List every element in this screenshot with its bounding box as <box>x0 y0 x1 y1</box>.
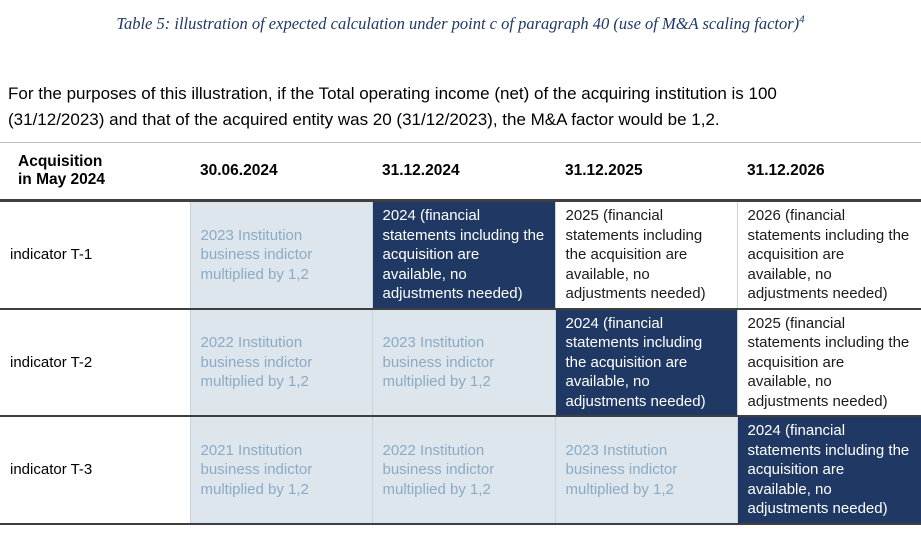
table-row: indicator T-1 2023 Institution business i… <box>0 200 921 310</box>
row-label: indicator T-1 <box>0 200 191 310</box>
table-cell-dark: 2024 (financial statements including the… <box>372 200 556 310</box>
table-cell-plain: 2025 (financial statements including the… <box>737 308 921 417</box>
table-cell-dark: 2024 (financial statements including the… <box>737 416 921 525</box>
table-cell-plain: 2025 (financial statements including the… <box>555 200 738 310</box>
table-cell-light: 2022 Institution business indictor multi… <box>372 416 556 525</box>
table-header: Acquisition in May 2024 30.06.2024 31.12.2… <box>0 142 921 202</box>
table-cell-light: 2023 Institution business indictor multi… <box>555 416 738 525</box>
table-caption: Table 5: illustration of expected calcul… <box>0 13 921 35</box>
table-caption-text: Table 5: illustration of expected calcul… <box>116 14 800 33</box>
table-cell-plain: 2026 (financial statements including the… <box>737 200 921 310</box>
table-cell-light: 2021 Institution business indictor multi… <box>190 416 373 525</box>
intro-paragraph: For the purposes of this illustration, i… <box>8 84 777 129</box>
table-row: indicator T-3 2021 Institution business i… <box>0 416 921 525</box>
table-cell-light: 2023 Institution business indictor multi… <box>190 200 373 310</box>
footnote-reference: 4 <box>799 13 805 26</box>
column-header-4: 31.12.2026 <box>737 142 921 202</box>
ma-scaling-factor-table: Acquisition in May 2024 30.06.2024 31.12.2… <box>0 142 921 525</box>
table-cell-dark: 2024 (financial statements including the… <box>555 308 738 417</box>
row-label: indicator T-3 <box>0 416 191 525</box>
row-label: indicator T-2 <box>0 308 191 417</box>
table-body: indicator T-1 2023 Institution business i… <box>0 200 921 525</box>
table-cell-light: 2022 Institution business indictor multi… <box>190 308 373 417</box>
table-row: indicator T-2 2022 Institution business i… <box>0 308 921 417</box>
column-header-0: Acquisition in May 2024 <box>0 142 190 202</box>
table-header-row: Acquisition in May 2024 30.06.2024 31.12.2… <box>0 142 921 202</box>
column-header-1: 30.06.2024 <box>190 142 372 202</box>
table-cell-light: 2023 Institution business indictor multi… <box>372 308 556 417</box>
column-header-2: 31.12.2024 <box>372 142 555 202</box>
column-header-3: 31.12.2025 <box>555 142 737 202</box>
